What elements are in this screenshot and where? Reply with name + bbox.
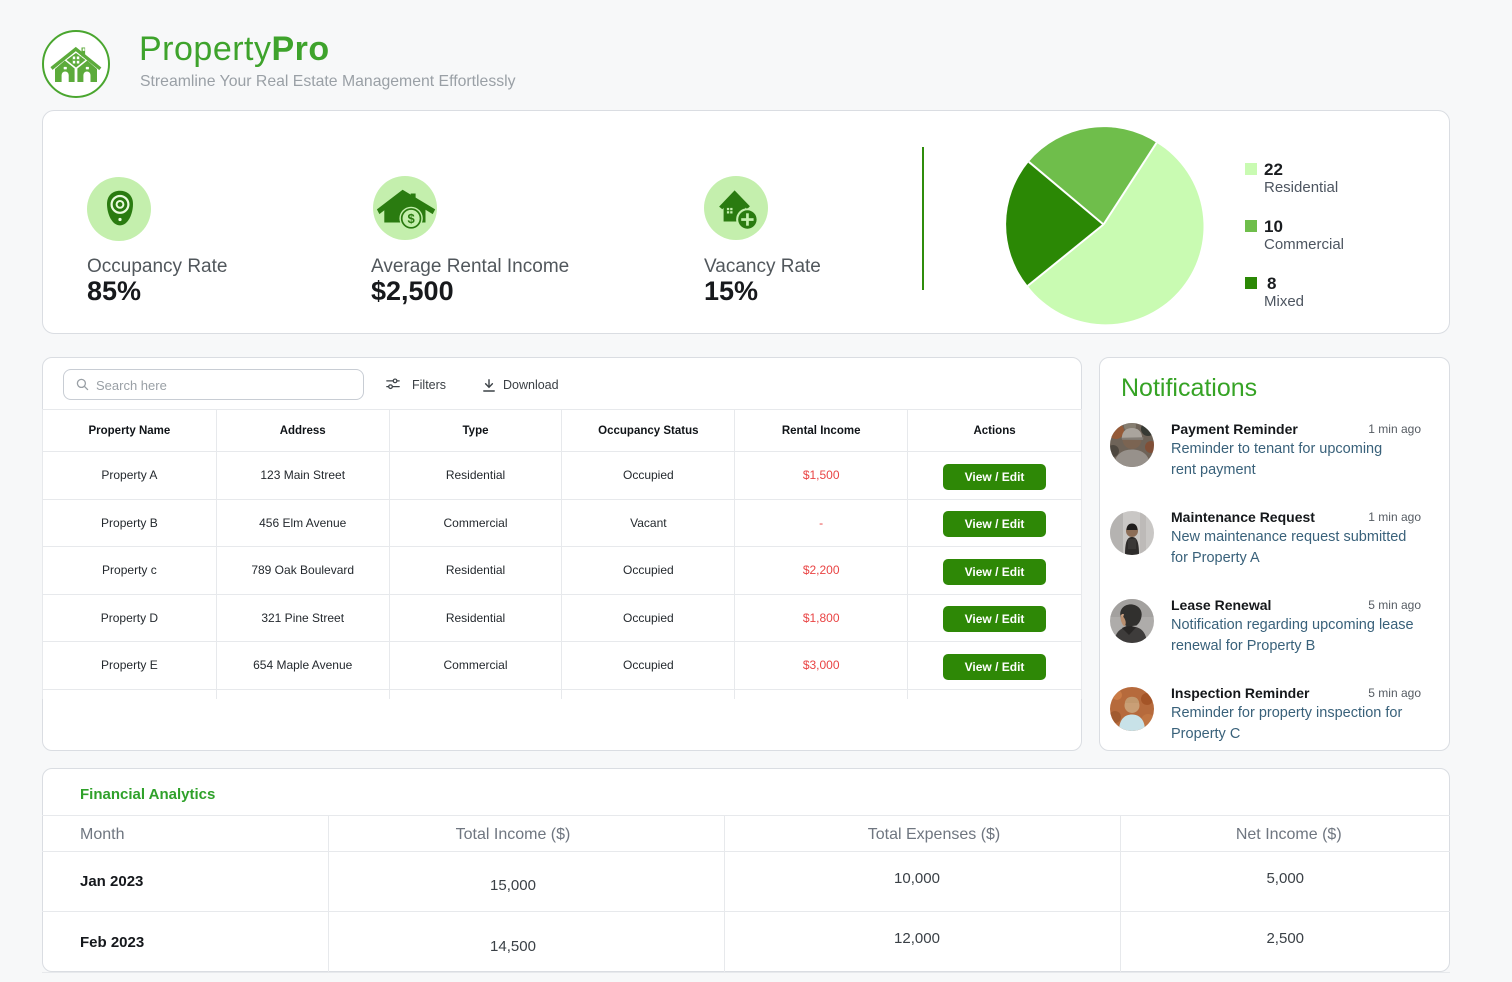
svg-text:$: $ (407, 211, 415, 226)
